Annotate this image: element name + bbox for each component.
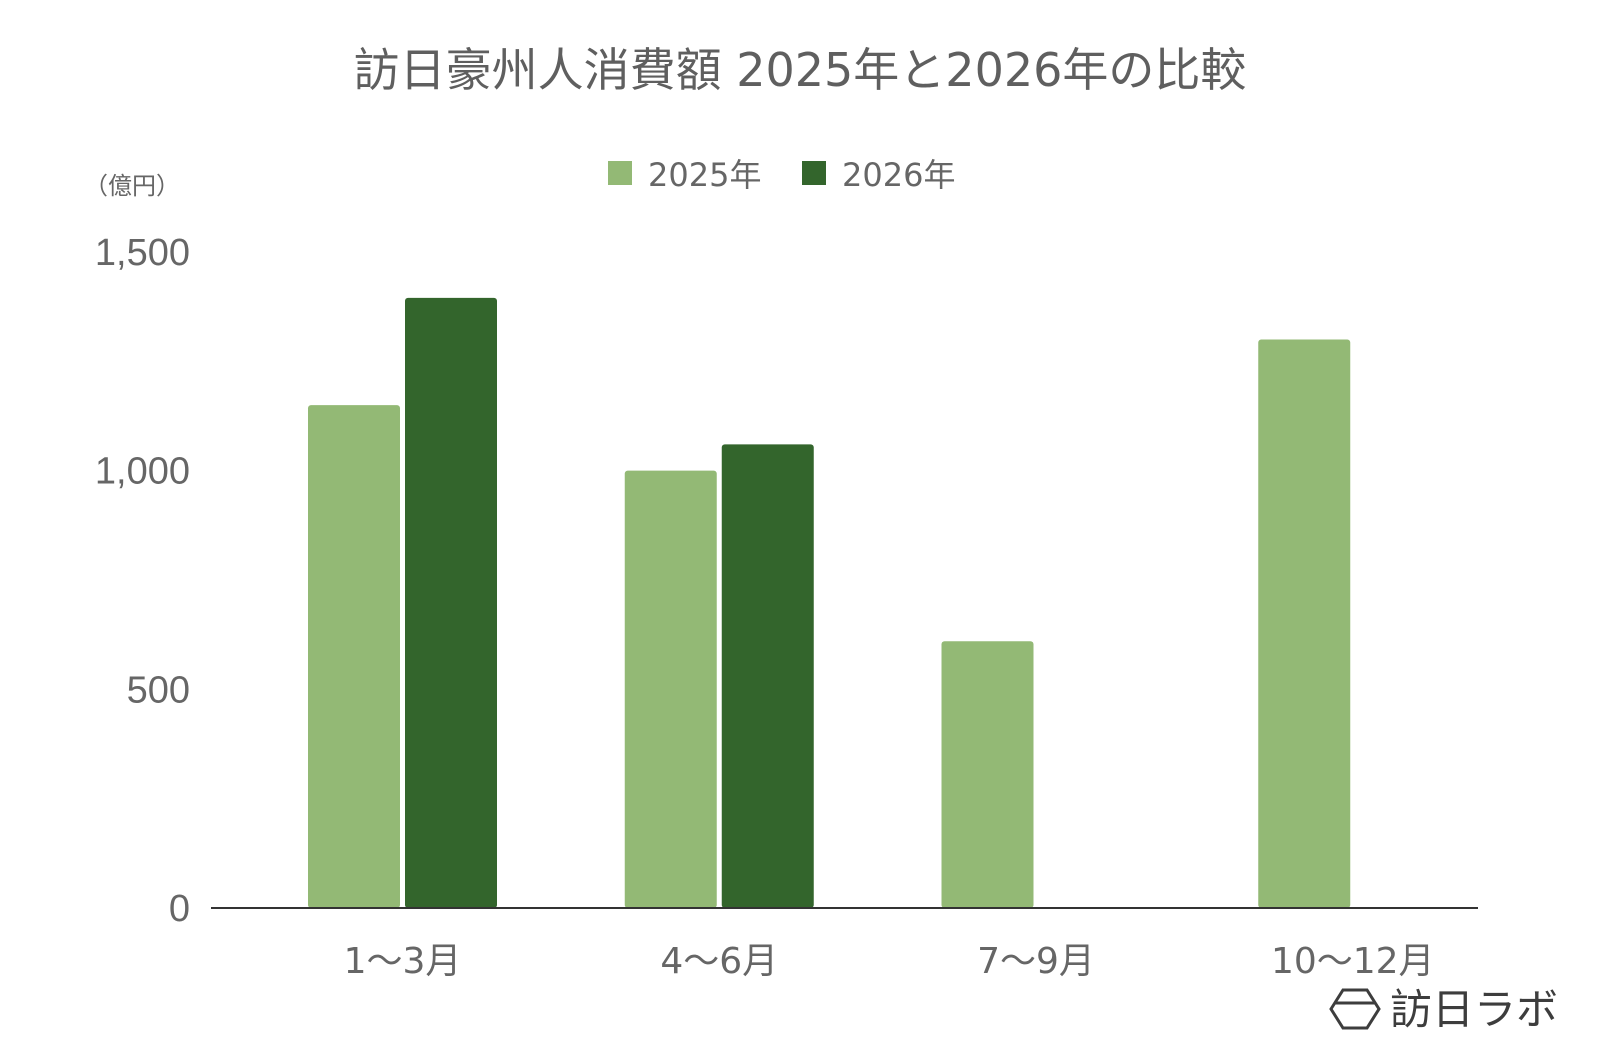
legend-swatch-2025 (608, 161, 632, 185)
hexagon-logo-icon (1329, 988, 1381, 1030)
legend: 2025年 2026年 (608, 156, 955, 194)
legend-swatch-2026 (802, 161, 826, 185)
x-axis-labels: 1〜3月 4〜6月 7〜9月 10〜12月 (344, 941, 1435, 982)
x-tick-label: 7〜9月 (977, 941, 1095, 982)
legend-label-2025: 2025年 (648, 156, 761, 194)
y-axis-unit-label: （億円） (84, 172, 180, 200)
y-tick-label: 0 (169, 888, 190, 930)
x-tick-label: 1〜3月 (344, 941, 462, 982)
y-tick-label: 1,500 (95, 232, 190, 274)
bar-2026年-4〜6月 (721, 444, 814, 908)
bars (308, 297, 1351, 908)
brand-logo: 訪日ラボ (1329, 985, 1558, 1034)
bar-2025年-1〜3月 (308, 405, 400, 908)
bar-2025年-4〜6月 (624, 470, 717, 908)
legend-label-2026: 2026年 (842, 156, 955, 194)
y-tick-label: 1,000 (95, 451, 190, 493)
chart-title: 訪日豪州人消費額 2025年と2026年の比較 (354, 43, 1247, 97)
y-tick-label: 500 (127, 669, 190, 711)
brand-name: 訪日ラボ (1390, 985, 1558, 1034)
bar-2026年-1〜3月 (405, 297, 497, 908)
x-tick-label: 10〜12月 (1271, 941, 1435, 982)
y-axis-ticks: 0 500 1,000 1,500 (95, 232, 190, 930)
bar-2025年-7〜9月 (941, 641, 1034, 908)
bar-2025年-10〜12月 (1258, 339, 1351, 908)
x-tick-label: 4〜6月 (660, 941, 778, 982)
